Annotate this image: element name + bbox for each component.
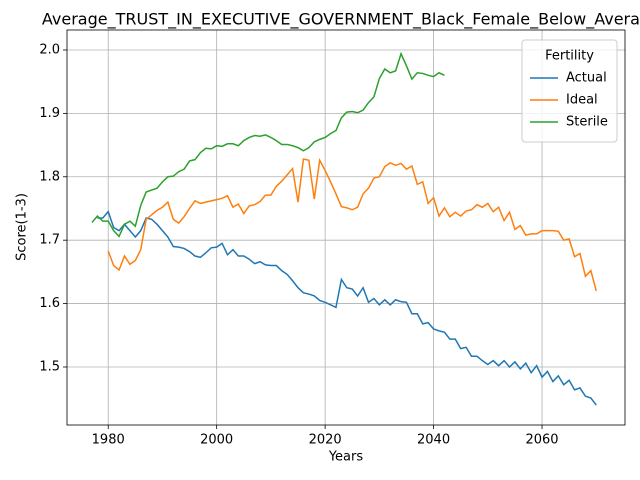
chart-title: Average_TRUST_IN_EXECUTIVE_GOVERNMENT_Bl…: [42, 10, 640, 30]
line-series: [91, 51, 445, 238]
y-axis-label: Score(1-3): [15, 193, 30, 261]
y-tick-label: 1.6: [39, 296, 60, 311]
x-tick-label: 2060: [525, 433, 558, 448]
legend: Fertility Actual Ideal Sterile: [521, 39, 618, 143]
legend-title: Fertility: [545, 49, 594, 64]
legend-box: [521, 39, 618, 143]
x-tick-label: 2040: [417, 433, 450, 448]
x-axis-label: Years: [328, 450, 364, 465]
legend-label: Ideal: [566, 93, 598, 108]
x-tick-label: 1980: [92, 433, 125, 448]
y-tick-label: 1.8: [39, 169, 60, 184]
x-tick-label: 2000: [200, 433, 233, 448]
y-tick-label: 1.7: [39, 233, 60, 248]
line-series: [107, 157, 597, 292]
legend-label: Actual: [566, 71, 607, 86]
line-series: [97, 210, 597, 406]
y-tick-label: 1.9: [39, 106, 60, 121]
y-tick-label: 2.0: [39, 42, 60, 57]
y-tick-label: 1.5: [39, 359, 60, 374]
x-tick-label: 2020: [309, 433, 342, 448]
legend-label: Sterile: [566, 115, 608, 130]
plot-frame: [66, 29, 626, 426]
